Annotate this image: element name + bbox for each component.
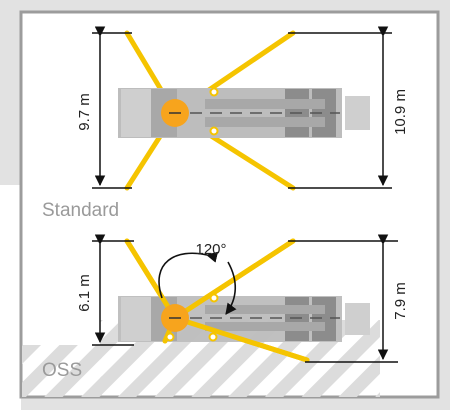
grey-panel-notch xyxy=(0,185,21,410)
standard-section: 9.7 m 10.9 m Standard xyxy=(42,26,409,221)
label-front-span-standard: 9.7 m xyxy=(76,93,93,131)
oss-joint-left xyxy=(165,332,175,342)
joint-bottom xyxy=(209,126,219,136)
joint-top xyxy=(209,87,219,97)
dimension-front-oss xyxy=(92,234,134,346)
vehicle-rear-block xyxy=(345,96,370,130)
dimension-front-standard xyxy=(92,26,132,189)
vehicle-cab xyxy=(121,89,151,137)
oss-vehicle xyxy=(118,296,370,342)
dimension-rear-oss xyxy=(288,234,398,363)
label-rear-span-standard: 10.9 m xyxy=(392,89,409,135)
section-title-standard: Standard xyxy=(42,200,119,221)
slew-arc-arrow xyxy=(158,251,219,299)
section-title-oss: OSS xyxy=(42,360,82,381)
oss-joint-bottom xyxy=(208,332,218,342)
standard-vehicle xyxy=(118,88,370,138)
dimension-rear-standard xyxy=(288,26,392,189)
label-slew-angle: 120° xyxy=(195,241,226,258)
oss-section: 120° 6.1 m 7.9 m OSS xyxy=(22,234,409,397)
label-front-span-oss: 6.1 m xyxy=(76,274,93,312)
oss-joint-top xyxy=(209,293,219,303)
label-rear-span-oss: 7.9 m xyxy=(392,282,409,320)
